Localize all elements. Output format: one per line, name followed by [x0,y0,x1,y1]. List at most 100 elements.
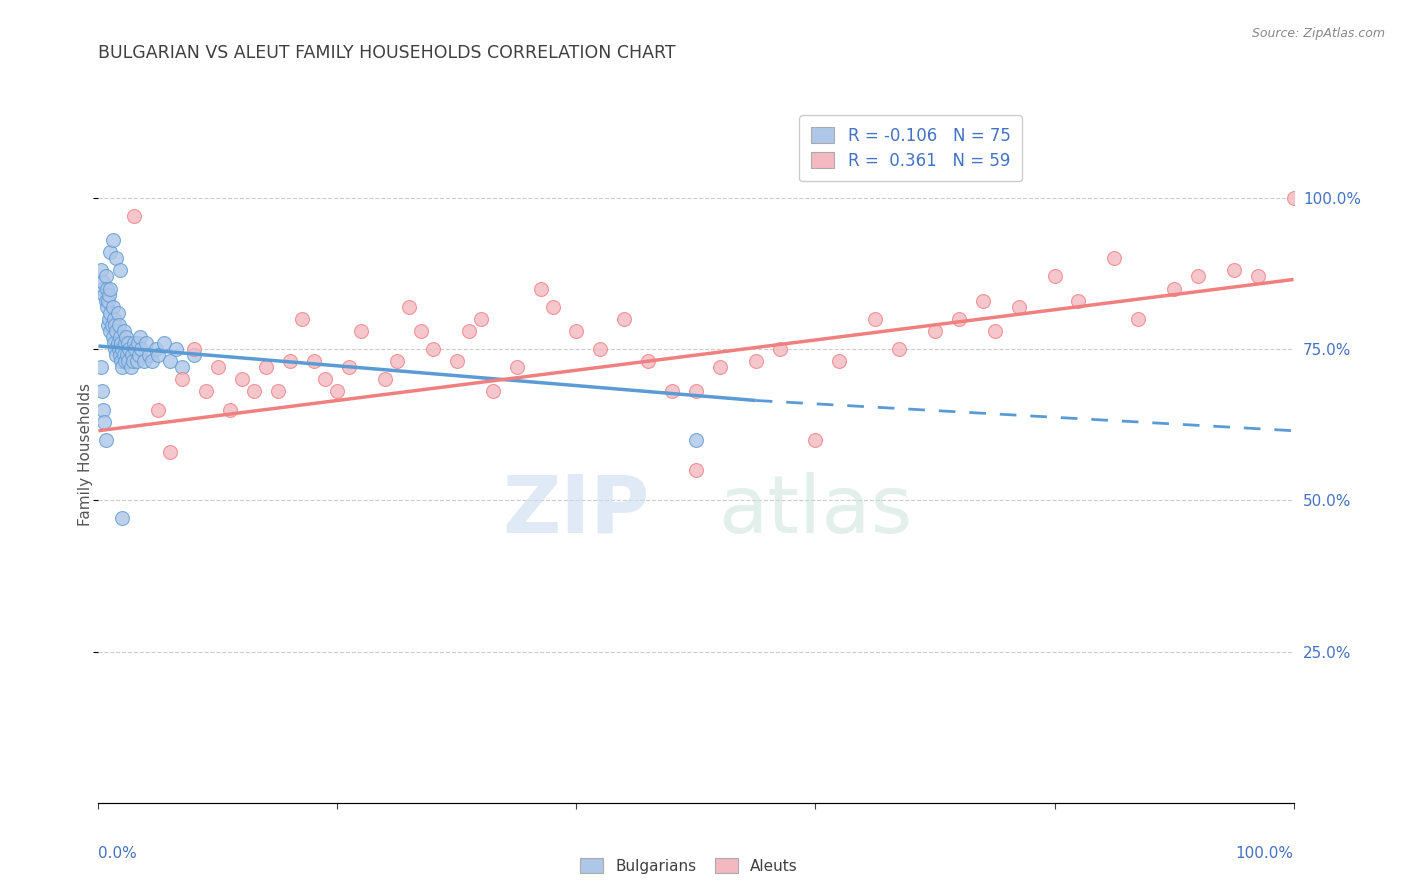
Point [129,330,152,344]
Point [111,360,134,375]
Point [159,354,181,368]
Point [302,354,325,368]
Point [863,311,887,326]
Point [972,293,994,308]
Point [107,336,129,351]
Point [114,354,136,368]
Point [122,354,145,368]
Point [120,360,142,375]
Point [98,324,122,338]
Point [105,324,128,338]
Point [339,360,360,375]
Point [124,342,146,356]
Point [506,360,529,375]
Point [411,324,433,338]
Point [101,330,124,344]
Point [589,342,612,356]
Point [115,348,138,362]
Point [91,276,114,290]
Point [948,311,970,326]
Point [350,324,373,338]
Point [131,342,153,356]
Point [112,348,135,362]
Point [207,360,229,375]
Point [398,300,420,314]
Point [98,245,122,260]
Point [231,372,253,386]
Point [97,318,120,332]
Point [374,372,396,386]
Point [315,372,337,386]
Point [159,445,181,459]
Point [768,342,790,356]
Point [637,354,659,368]
Point [183,348,205,362]
Point [107,342,129,356]
Legend: R = -0.106   N = 75, R =  0.361   N = 59: R = -0.106 N = 75, R = 0.361 N = 59 [800,115,1022,181]
Point [101,300,124,314]
Point [1102,252,1125,266]
Point [153,336,176,351]
Point [91,384,114,399]
Point [291,311,314,326]
Point [889,342,911,356]
Point [385,354,409,368]
Point [117,336,139,351]
Point [1007,300,1029,314]
Point [90,360,112,375]
Point [135,336,157,351]
Point [101,233,124,247]
Point [96,300,118,314]
Point [98,306,122,320]
Point [984,324,1007,338]
Point [219,402,242,417]
Point [93,415,115,429]
Point [148,348,170,362]
Point [103,336,125,351]
Point [141,354,163,368]
Legend: Bulgarians, Aleuts: Bulgarians, Aleuts [574,852,804,880]
Point [685,463,707,477]
Point [111,511,134,525]
Point [685,384,707,399]
Point [1187,269,1209,284]
Point [172,360,194,375]
Point [326,384,349,399]
Point [661,384,683,399]
Point [565,324,588,338]
Text: 100.0%: 100.0% [1236,847,1294,862]
Point [124,336,146,351]
Point [267,384,290,399]
Point [529,281,551,295]
Text: atlas: atlas [718,472,912,549]
Point [111,342,134,356]
Point [470,311,492,326]
Text: ZIP: ZIP [503,472,650,549]
Point [1128,311,1150,326]
Point [481,384,505,399]
Point [278,354,301,368]
Point [108,348,131,362]
Point [107,318,129,332]
Y-axis label: Family Households: Family Households [77,384,93,526]
Point [194,384,218,399]
Point [97,293,120,308]
Point [148,402,170,417]
Point [103,311,125,326]
Point [254,360,277,375]
Point [91,402,114,417]
Point [541,300,564,314]
Point [115,330,138,344]
Point [828,354,851,368]
Point [132,354,155,368]
Point [1282,191,1305,205]
Point [104,342,127,356]
Text: 0.0%: 0.0% [98,847,138,862]
Point [98,281,122,295]
Point [613,311,636,326]
Point [94,269,117,284]
Point [98,311,121,326]
Point [114,336,136,351]
Point [121,348,143,362]
Point [1222,263,1246,277]
